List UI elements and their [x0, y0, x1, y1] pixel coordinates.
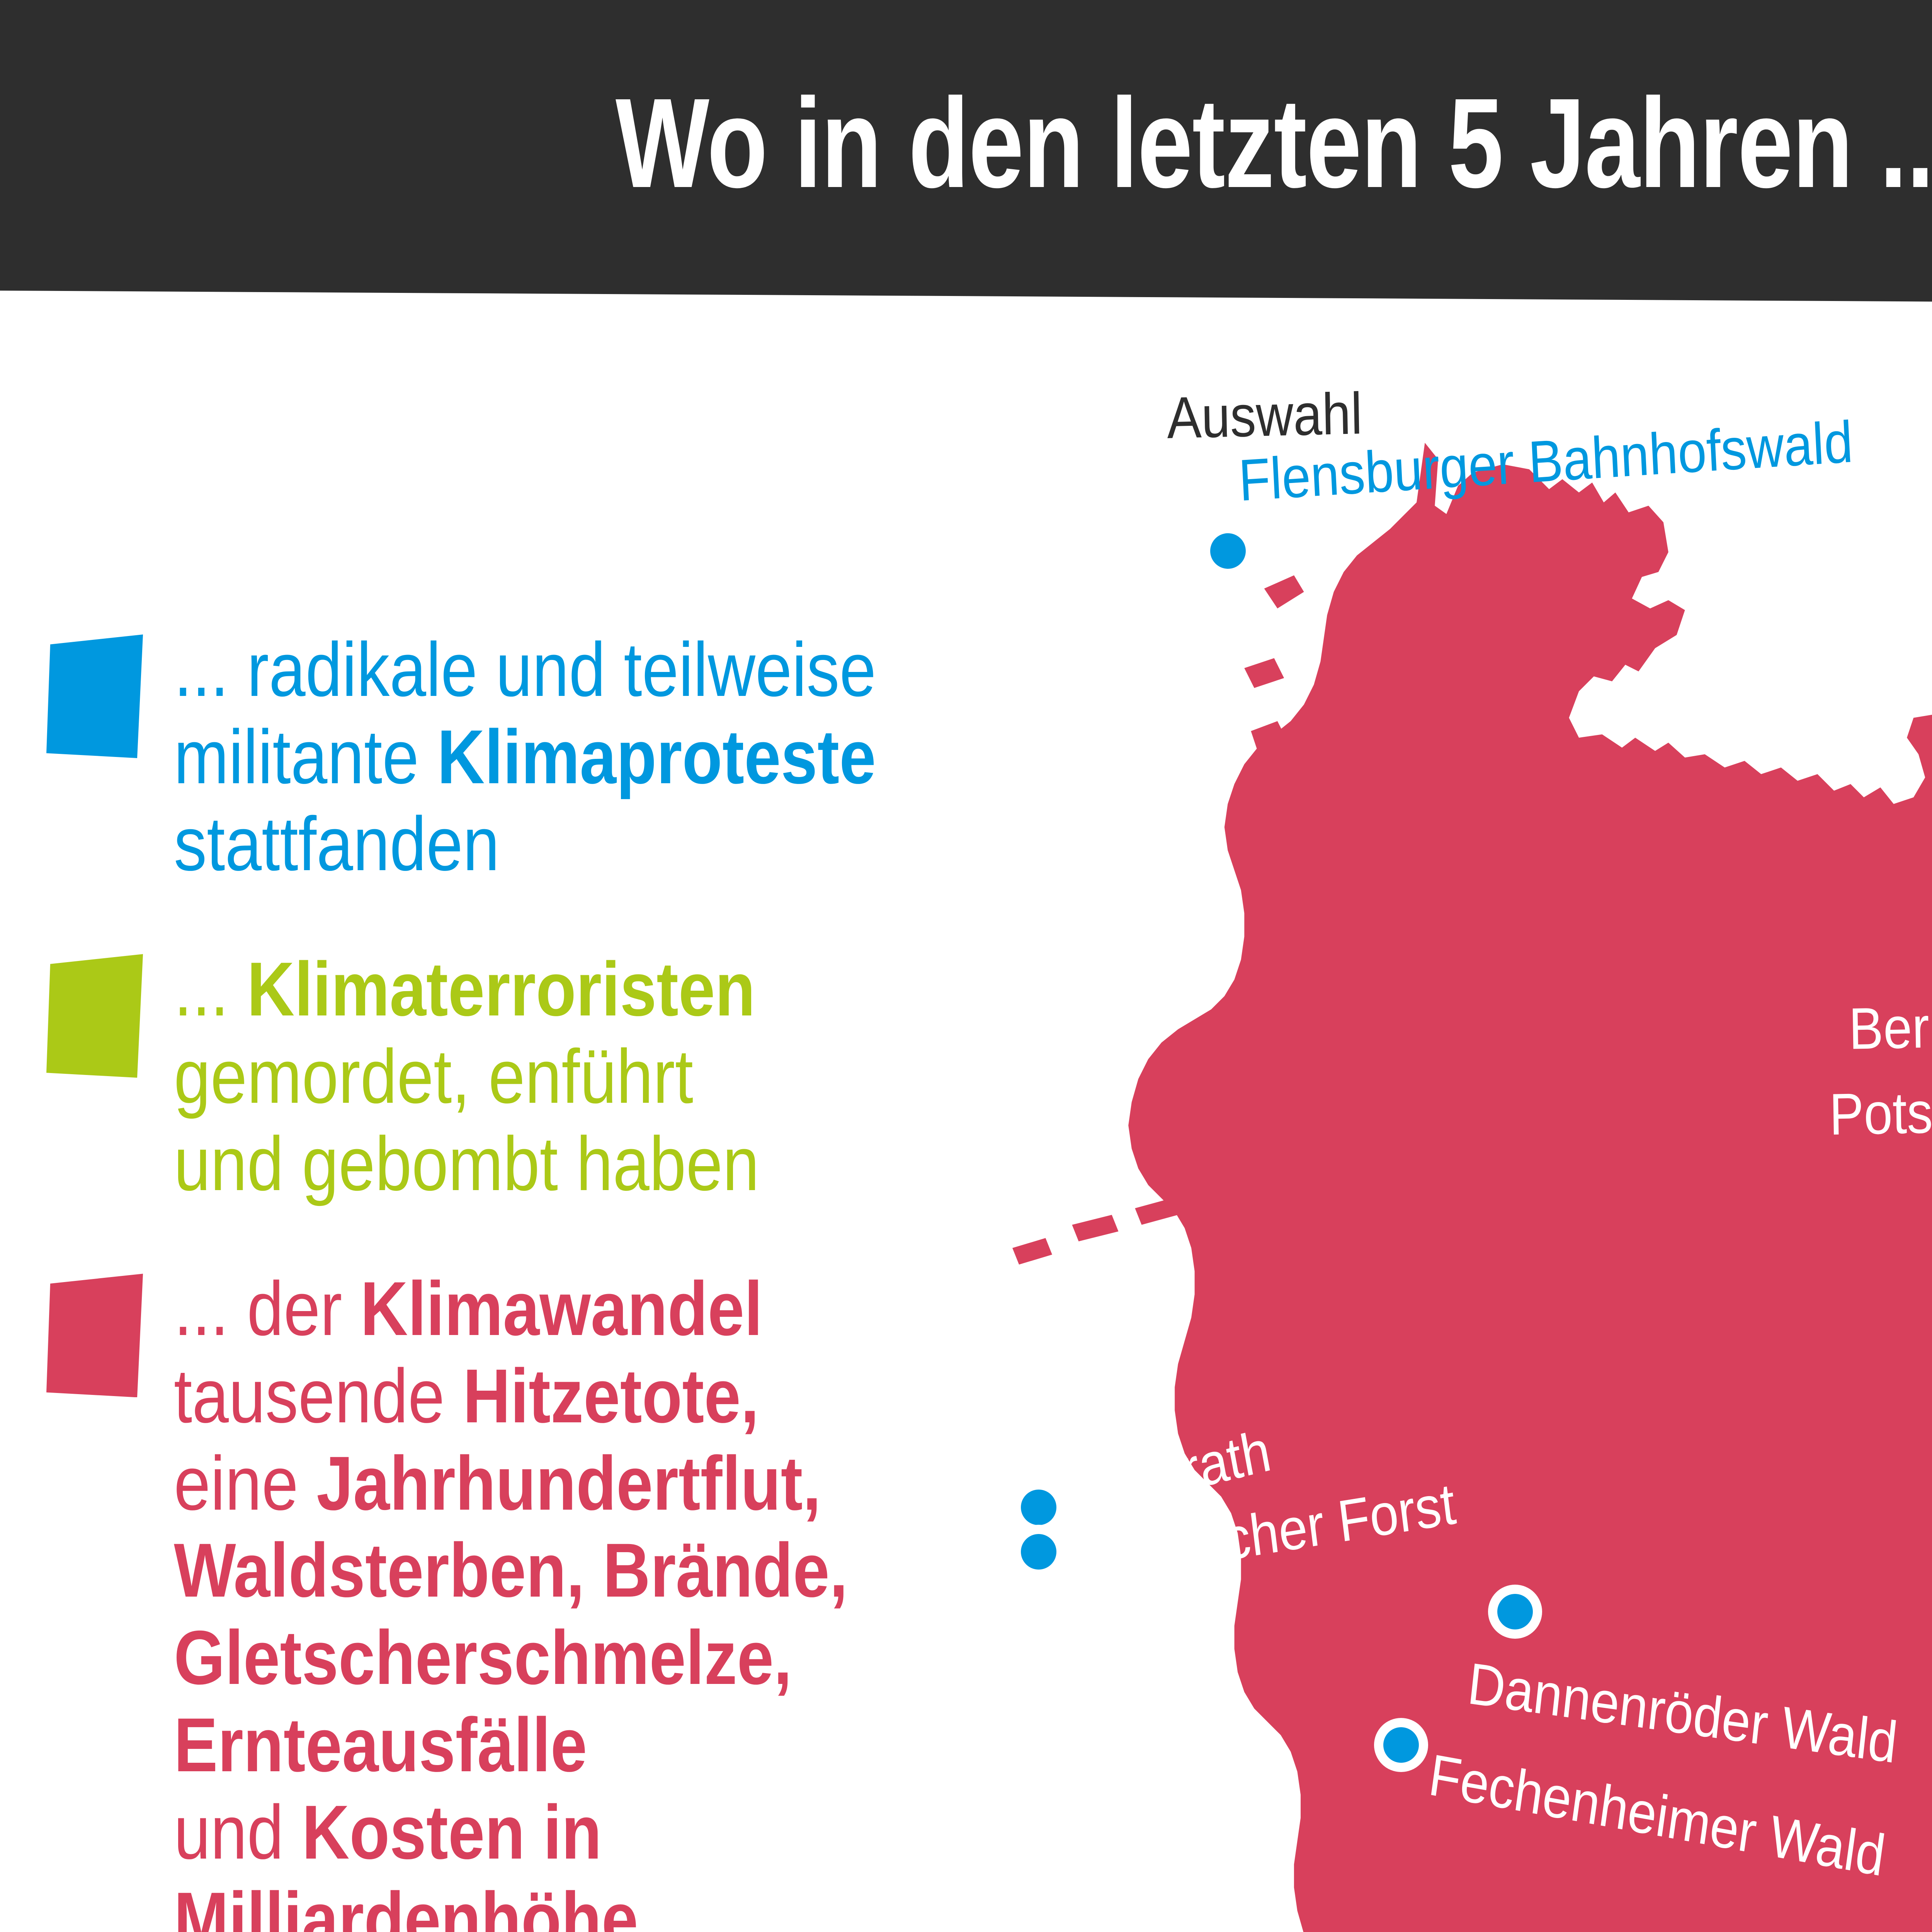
blue-quad-swatch	[46, 634, 143, 758]
germany-shape-svg	[1012, 442, 1932, 1932]
marker-dot-luetzerath[interactable]	[1021, 1490, 1056, 1525]
green-quad-swatch	[46, 954, 143, 1078]
marker-dot-flensburger-bahnhofswald[interactable]	[1210, 533, 1246, 569]
germany-landmass	[1012, 442, 1932, 1932]
marker-dot-dannenroeder-wald[interactable]	[1497, 1594, 1533, 1629]
legend-line: ... radikale und teilweise	[174, 627, 876, 712]
legend-line: Ernteausfälle	[174, 1702, 587, 1787]
header-band	[0, 0, 1932, 305]
auswahl-note: Auswahl	[1166, 380, 1363, 451]
legend-item-label: ... radikale und teilweise militante Kli…	[174, 626, 935, 888]
legend-line: militante Klimaproteste	[174, 714, 876, 799]
marker-dot-fechenheimer-wald[interactable]	[1383, 1727, 1419, 1763]
legend-item-klimawandel[interactable]: ... der Klimawandel tausende Hitzetote, …	[46, 1265, 1059, 1932]
legend-line: stattfanden	[174, 801, 500, 887]
legend-line: gemordet, enführt	[174, 1033, 694, 1119]
legend-item-klimaterroristen[interactable]: ... Klimaterroristen gemordet, enführt u…	[46, 946, 1059, 1207]
legend-line: Milliardenhöhe	[174, 1876, 638, 1932]
legend-item-label: ... der Klimawandel tausende Hitzetote, …	[174, 1265, 935, 1932]
legend-line: tausende Hitzetote,	[174, 1353, 759, 1439]
page-title: Wo in den letzten 5 Jahren ...	[615, 71, 1932, 214]
germany-map: Auswahl Flensburger Bahnhofswald Berlin …	[920, 340, 1932, 1932]
legend-item-klimaproteste[interactable]: ... radikale und teilweise militante Kli…	[46, 626, 1059, 888]
legend-line: ... Klimaterroristen	[174, 946, 755, 1032]
legend-line: ... der Klimawandel	[174, 1266, 763, 1352]
legend-line: Waldsterben, Brände,	[174, 1527, 848, 1613]
legend-line: eine Jahrhundertflut,	[174, 1440, 821, 1526]
legend-item-label: ... Klimaterroristen gemordet, enführt u…	[174, 946, 935, 1207]
legend: ... radikale und teilweise militante Kli…	[46, 626, 1059, 1932]
red-quad-swatch	[46, 1274, 143, 1398]
marker-label-potsdam: Potsdam	[1828, 1078, 1932, 1148]
legend-line: und Kosten in	[174, 1789, 602, 1875]
marker-label-berlin: Berlin	[1848, 993, 1932, 1062]
marker-dot-hambacher-forst[interactable]	[1021, 1534, 1056, 1570]
legend-line: und gebombt haben	[174, 1121, 759, 1206]
legend-line: Gletscherschmelze,	[174, 1615, 792, 1701]
